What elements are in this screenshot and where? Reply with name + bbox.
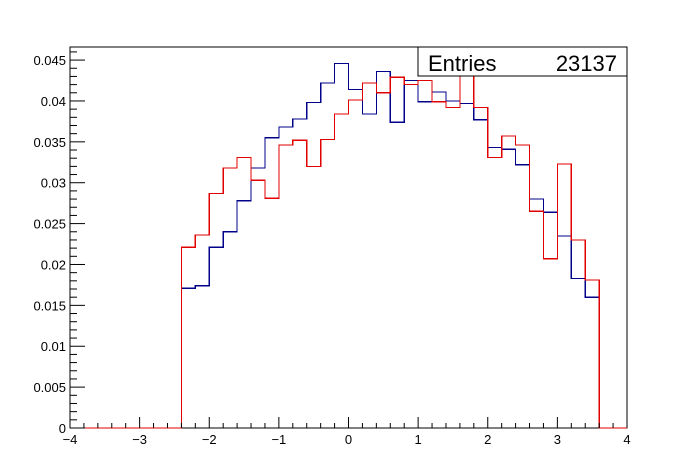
- histogram-series-2: [70, 73, 627, 429]
- axis-layer: −4 −3 −2 −1 0 1 2 3 4 0 0.005 0.01 0.015 0.02 0.025 0.0…: [33, 51, 631, 447]
- x-tick-label: −1: [271, 432, 286, 447]
- y-tick-label: 0.04: [41, 94, 66, 109]
- x-tick-label: 1: [415, 432, 422, 447]
- y-tick-label: 0.025: [33, 217, 66, 232]
- y-tick-label: 0.045: [33, 53, 66, 68]
- x-tick-label: 3: [554, 432, 561, 447]
- stats-box-frame: [417, 46, 628, 77]
- y-tick-label: 0.035: [33, 135, 66, 150]
- series-layer: [70, 62, 627, 429]
- stats-entries-label: Entries: [428, 51, 496, 76]
- x-tick-label: −4: [63, 432, 78, 447]
- y-tick-label: 0: [59, 421, 66, 436]
- x-tick-label: 2: [484, 432, 491, 447]
- stats-entries-value: 23137: [556, 51, 617, 76]
- y-tick-label: 0.005: [33, 380, 66, 395]
- histogram-series-1: [70, 62, 627, 429]
- y-tick-label: 0.03: [41, 176, 66, 191]
- y-tick-label: 0.01: [41, 339, 66, 354]
- x-tick-label: 4: [623, 432, 630, 447]
- stats-box: Entries 23137: [417, 46, 628, 77]
- y-tick-label: 0.02: [41, 257, 66, 272]
- x-tick-label: −2: [202, 432, 217, 447]
- x-tick-label: 0: [345, 432, 352, 447]
- x-tick-label: −3: [132, 432, 147, 447]
- y-tick-label: 0.015: [33, 298, 66, 313]
